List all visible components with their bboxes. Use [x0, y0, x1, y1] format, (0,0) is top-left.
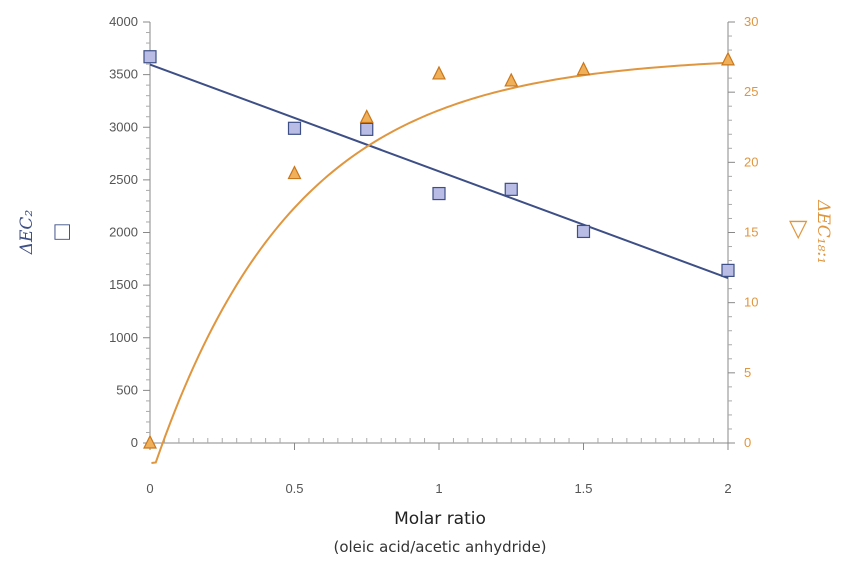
y-left-tick-label: 2000 — [109, 225, 138, 240]
x-tick-label: 1.5 — [574, 481, 592, 496]
y-left-tick-label: 3000 — [109, 119, 138, 134]
x-tick-label: 0.5 — [285, 481, 303, 496]
x-axis: 0 0.5 1 1.5 2 — [146, 438, 732, 496]
ec181-triangle-point — [504, 72, 519, 87]
y-right-tick-label: 20 — [744, 154, 758, 169]
plot-frame — [149, 22, 729, 444]
y-right-axis: 0 5 10 15 20 25 30 — [728, 14, 758, 450]
x-axis-subtitle: (oleic acid/acetic anhydride) — [333, 538, 546, 556]
y-right-tick-label: 5 — [744, 365, 751, 380]
y-left-axis-title: ΔEC₂ — [17, 210, 37, 256]
y-right-tick-label: 30 — [744, 14, 758, 29]
markers — [143, 50, 735, 449]
linear-fit-line — [149, 63, 729, 279]
ec181-triangle-point — [721, 51, 735, 66]
y-right-tick-label: 0 — [744, 435, 751, 450]
ec181-triangle-point — [359, 109, 374, 124]
y-left-tick-label: 500 — [116, 382, 138, 397]
y-left-legend-square: □ — [46, 224, 76, 240]
ec2-square-point — [287, 121, 302, 135]
fit-lines — [149, 61, 729, 464]
ec2-square-point — [432, 186, 446, 201]
ec181-triangle-point — [432, 65, 446, 80]
y-right-legend-triangle: ▷ — [786, 221, 813, 240]
y-right-axis-title: ΔEC₁₈:₁ — [813, 199, 833, 264]
y-right-tick-label: 10 — [744, 295, 758, 310]
y-left-tick-label: 3500 — [109, 67, 138, 82]
exponential-fit-curve — [151, 61, 729, 464]
ec181-triangle-point — [143, 434, 157, 449]
y-left-axis: 0 500 1000 1500 2000 2500 3000 3500 4000 — [109, 14, 150, 450]
y-left-tick-label: 4000 — [109, 14, 138, 29]
ec2-square-point — [360, 122, 374, 136]
x-axis-title: Molar ratio — [394, 509, 486, 529]
y-left-tick-label: 2500 — [109, 172, 138, 187]
x-tick-label: 1 — [435, 481, 442, 496]
ec181-triangle-point — [287, 165, 302, 180]
ec2-square-point — [576, 224, 591, 239]
y-left-tick-label: 1000 — [109, 330, 138, 345]
ec2-square-point — [504, 182, 518, 196]
ec2-square-point — [143, 50, 157, 64]
y-left-tick-label: 0 — [131, 435, 138, 450]
ec2-square-point — [721, 263, 735, 277]
ec181-triangle-point — [576, 61, 591, 76]
x-tick-label: 0 — [146, 481, 153, 496]
x-tick-label: 2 — [724, 481, 731, 496]
y-right-tick-label: 15 — [744, 225, 758, 240]
y-left-tick-label: 1500 — [109, 277, 138, 292]
y-right-tick-label: 25 — [744, 84, 758, 99]
